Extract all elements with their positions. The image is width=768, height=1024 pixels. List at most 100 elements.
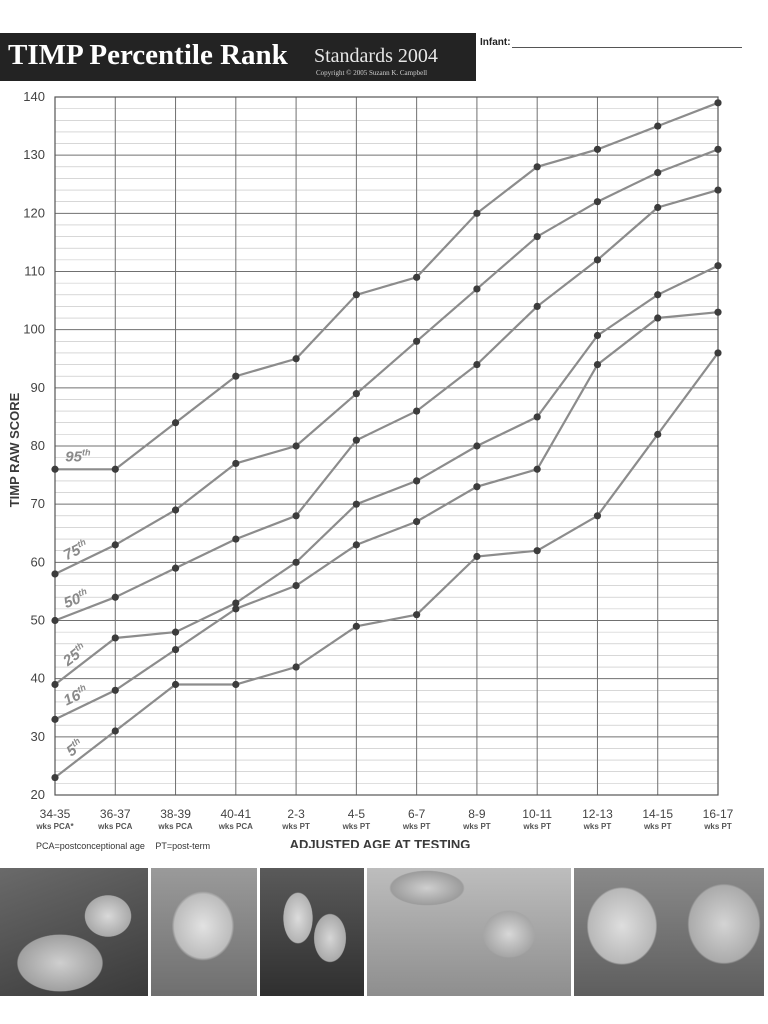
y-tick-label: 70	[31, 496, 45, 511]
data-point-95th	[473, 209, 481, 217]
data-point-50th	[171, 564, 180, 572]
data-point-75th	[111, 541, 119, 549]
chart-title: TIMP Percentile Rank	[8, 39, 288, 71]
data-point-95th	[714, 99, 722, 107]
data-point-95th	[232, 372, 240, 380]
data-point-50th	[292, 512, 300, 520]
data-point-25th	[171, 628, 180, 636]
data-point-75th	[714, 145, 722, 153]
data-point-25th	[654, 291, 662, 299]
data-point-16th	[593, 360, 602, 369]
x-tick-sublabel: wks PT	[281, 822, 310, 831]
data-point-75th	[413, 337, 421, 345]
data-point-95th	[593, 145, 602, 153]
data-point-75th	[232, 459, 240, 468]
data-point-5th	[593, 512, 602, 520]
data-point-25th	[714, 262, 722, 270]
data-point-5th	[111, 727, 119, 735]
series-label-25th: 25th	[59, 640, 91, 671]
data-point-75th	[654, 169, 662, 177]
x-tick-label: 38-39	[160, 807, 191, 821]
data-point-75th	[533, 233, 541, 241]
data-point-95th	[171, 419, 180, 427]
infant-photo-1	[0, 868, 148, 996]
data-point-50th	[111, 593, 119, 601]
data-point-16th	[654, 314, 662, 322]
data-point-25th	[413, 477, 421, 485]
data-point-25th	[232, 599, 240, 607]
infant-photo-2	[151, 868, 257, 996]
y-tick-label: 140	[23, 89, 45, 104]
data-point-50th	[352, 436, 360, 444]
series-points	[51, 99, 722, 782]
data-point-5th	[533, 547, 541, 555]
series-label-16th: 16th	[60, 682, 91, 709]
y-tick-label: 130	[23, 147, 45, 162]
y-axis-title: TIMP RAW SCORE	[7, 392, 22, 507]
data-point-25th	[352, 500, 360, 508]
x-tick-label: 40-41	[220, 807, 251, 821]
series-lines	[54, 101, 719, 779]
x-tick-label: 8-9	[468, 807, 486, 821]
x-tick-label: 10-11	[522, 807, 552, 821]
data-point-50th	[473, 360, 481, 369]
x-tick-sublabel: wks PCA	[218, 822, 253, 831]
data-point-5th	[232, 680, 240, 689]
data-point-50th	[714, 186, 722, 194]
x-tick-label: 34-35	[40, 807, 71, 821]
infant-photo-strip	[0, 868, 764, 996]
chart-title-banner: TIMP Percentile Rank Standards 2004 Copy…	[0, 33, 476, 81]
data-point-16th	[51, 715, 59, 723]
data-point-5th	[171, 680, 180, 689]
series-line-5th	[54, 352, 719, 779]
data-point-50th	[533, 302, 541, 310]
data-point-25th	[533, 413, 541, 421]
chart-footnote: PCA=postconceptional age PT=post-term	[36, 841, 218, 851]
data-point-5th	[292, 663, 300, 671]
x-tick-sublabel: wks PCA*	[35, 822, 74, 831]
data-point-50th	[51, 616, 59, 625]
y-tick-label: 80	[31, 438, 45, 453]
data-point-5th	[654, 430, 662, 438]
data-point-16th	[352, 541, 360, 549]
x-tick-label: 6-7	[408, 807, 426, 821]
y-tick-label: 20	[31, 787, 45, 802]
data-point-50th	[593, 256, 602, 264]
series-line-75th	[54, 148, 719, 575]
data-point-5th	[714, 349, 722, 357]
y-tick-label: 100	[23, 322, 45, 337]
data-point-5th	[473, 552, 481, 561]
y-tick-label: 30	[31, 729, 45, 744]
data-point-95th	[51, 465, 59, 473]
data-point-95th	[413, 273, 421, 281]
x-tick-sublabel: wks PT	[703, 822, 732, 831]
y-tick-label: 90	[31, 380, 45, 395]
data-point-50th	[413, 407, 421, 415]
x-tick-label: 16-17	[703, 807, 734, 821]
series-line-25th	[54, 264, 719, 686]
data-point-95th	[654, 122, 662, 130]
series-line-95th	[55, 101, 719, 471]
copyright-notice: Copyright © 2005 Suzann K. Campbell	[316, 69, 428, 77]
data-point-95th	[533, 163, 541, 171]
data-point-16th	[171, 645, 180, 654]
data-point-5th	[51, 773, 59, 782]
infant-photo-4	[367, 868, 571, 996]
plot-border	[54, 96, 719, 796]
x-tick-sublabel: wks PT	[643, 822, 672, 831]
x-tick-sublabel: wks PT	[522, 822, 551, 831]
data-point-25th	[292, 558, 300, 566]
data-point-16th	[413, 518, 421, 526]
x-tick-sublabel: wks PT	[462, 822, 491, 831]
y-tick-label: 40	[31, 671, 45, 686]
data-point-95th	[352, 291, 360, 299]
x-tick-label: 36-37	[100, 807, 131, 821]
x-tick-sublabel: wks PCA	[157, 822, 192, 831]
x-tick-label: 14-15	[642, 807, 673, 821]
data-point-16th	[714, 308, 722, 316]
data-point-95th	[111, 465, 119, 473]
infant-name-field[interactable]	[512, 37, 742, 48]
data-point-16th	[473, 483, 481, 491]
